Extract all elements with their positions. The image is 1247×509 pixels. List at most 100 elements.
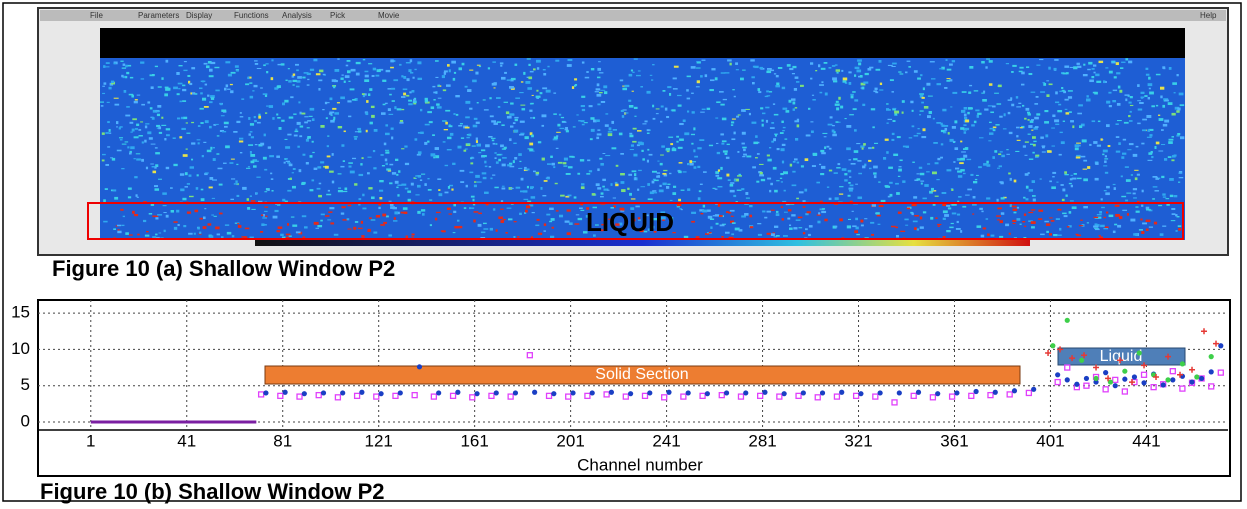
- speckle: [696, 61, 700, 63]
- speckle: [702, 204, 706, 208]
- speckle: [224, 125, 228, 128]
- speckle: [946, 80, 950, 82]
- speckle: [257, 121, 261, 124]
- speckle: [983, 90, 986, 93]
- speckle: [1058, 153, 1062, 156]
- speckle: [571, 86, 575, 89]
- speckle: [704, 74, 708, 78]
- speckle: [1046, 80, 1050, 82]
- speckle: [896, 235, 899, 238]
- speckle: [1148, 152, 1153, 155]
- speckle: [752, 82, 755, 85]
- speckle: [862, 165, 866, 169]
- speckle: [1096, 216, 1102, 219]
- speckle: [593, 234, 596, 237]
- speckle: [447, 64, 450, 67]
- speckle: [633, 58, 638, 60]
- speckle: [773, 236, 778, 238]
- speckle: [529, 204, 534, 207]
- speckle: [380, 154, 384, 156]
- speckle: [204, 173, 208, 176]
- speckle: [1028, 189, 1034, 192]
- speckle: [529, 109, 533, 112]
- speckle: [394, 180, 399, 184]
- speckle: [680, 209, 683, 211]
- speckle: [491, 137, 496, 139]
- speckle: [559, 127, 565, 130]
- point: [699, 392, 706, 400]
- speckle: [949, 79, 953, 82]
- speckle: [695, 86, 700, 88]
- speckle: [546, 213, 551, 216]
- speckle: [1026, 66, 1030, 69]
- speckle: [1092, 91, 1097, 94]
- speckle: [422, 213, 425, 216]
- speckle: [965, 119, 970, 123]
- speckle: [666, 186, 670, 189]
- speckle: [767, 68, 772, 70]
- speckle: [623, 112, 629, 114]
- point: [872, 393, 879, 400]
- speckle: [827, 123, 833, 126]
- speckle: [333, 85, 336, 89]
- speckle: [188, 232, 193, 235]
- speckle: [299, 125, 304, 128]
- speckle: [874, 142, 879, 144]
- speckle: [352, 99, 356, 101]
- speckle: [350, 68, 356, 72]
- speckle: [298, 101, 301, 104]
- speckle: [1178, 92, 1184, 96]
- speckle: [370, 105, 375, 109]
- speckle: [380, 224, 386, 226]
- speckle: [133, 100, 138, 104]
- speckle: [833, 131, 836, 134]
- speckle: [914, 215, 919, 217]
- speckle: [934, 162, 939, 165]
- speckle: [165, 59, 169, 63]
- speckle: [782, 107, 788, 110]
- speckle: [1027, 113, 1031, 116]
- speckle: [469, 207, 472, 210]
- speckle: [362, 94, 366, 98]
- speckle: [401, 96, 406, 98]
- speckle: [1137, 108, 1143, 111]
- speckle: [691, 142, 694, 145]
- speckle: [1122, 138, 1127, 141]
- speckle: [1103, 80, 1106, 84]
- speckle: [920, 180, 925, 182]
- speckle: [1064, 108, 1068, 110]
- speckle: [529, 70, 534, 73]
- speckle: [998, 165, 1002, 168]
- speckle: [270, 77, 274, 81]
- speckle: [656, 172, 661, 174]
- speckle: [977, 112, 982, 115]
- speckle: [697, 147, 702, 150]
- speckle: [318, 79, 323, 82]
- speckle: [465, 184, 468, 188]
- speckle: [417, 210, 421, 214]
- speckle: [472, 79, 477, 83]
- speckle: [642, 123, 647, 125]
- speckle: [898, 71, 902, 73]
- speckle: [161, 124, 167, 126]
- speckle: [1162, 196, 1167, 198]
- speckle: [1171, 159, 1175, 162]
- speckle: [123, 90, 127, 93]
- speckle: [1152, 198, 1155, 200]
- speckle: [185, 122, 188, 124]
- speckle: [329, 97, 333, 101]
- speckle: [182, 88, 187, 92]
- speckle: [536, 59, 541, 63]
- speckle: [1162, 123, 1168, 127]
- speckle: [861, 147, 864, 150]
- speckle: [1096, 224, 1100, 227]
- speckle: [781, 86, 786, 90]
- speckle: [158, 178, 162, 180]
- speckle: [607, 133, 613, 137]
- speckle: [819, 91, 823, 94]
- speckle: [401, 108, 405, 111]
- speckle: [1028, 211, 1034, 214]
- speckle: [595, 224, 599, 226]
- speckle: [390, 59, 394, 63]
- speckle: [234, 65, 239, 68]
